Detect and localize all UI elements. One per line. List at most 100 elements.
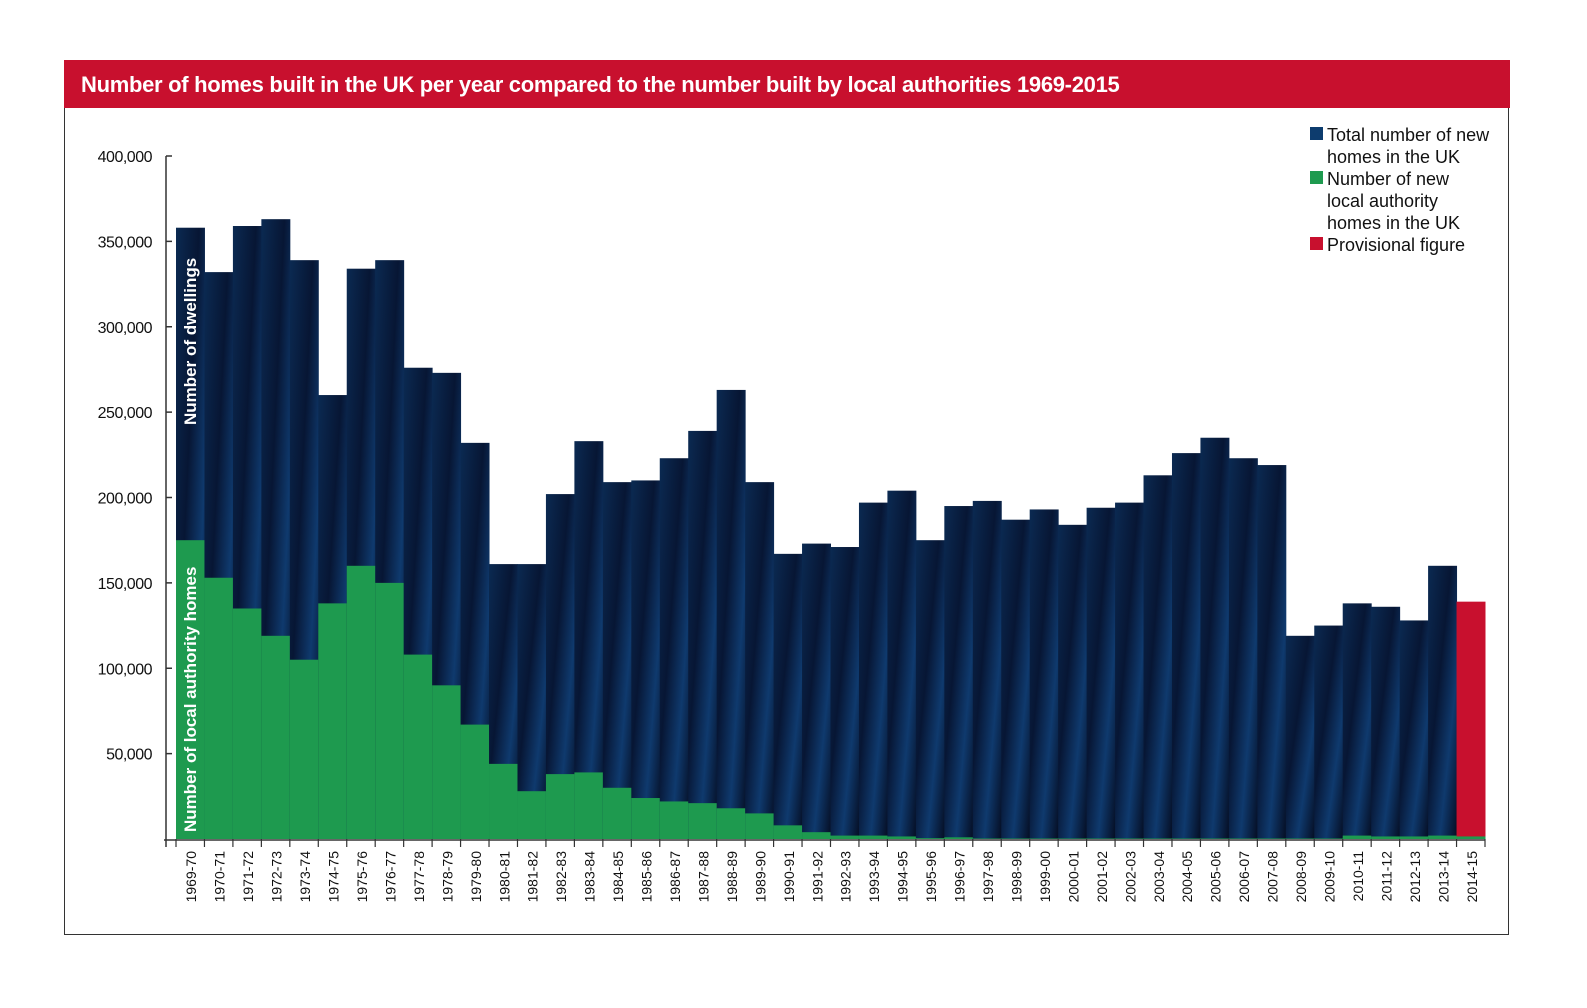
bar-local-authority-2001-02 bbox=[1086, 838, 1116, 839]
bar-total-1995-96 bbox=[915, 540, 945, 839]
bar-local-authority-1975-76 bbox=[346, 565, 376, 839]
y-tick-label: 300,000 bbox=[98, 320, 153, 337]
bar-local-authority-1971-72 bbox=[232, 608, 262, 839]
x-tick-label: 2002-03 bbox=[1122, 851, 1138, 903]
legend-item-total: Total number of new homes in the UK bbox=[1310, 124, 1507, 168]
bar-total-2006-07 bbox=[1228, 458, 1258, 839]
x-tick-label: 1988-89 bbox=[724, 851, 740, 903]
bar-total-1991-92 bbox=[802, 543, 831, 839]
x-tick-label: 1974-75 bbox=[326, 851, 342, 903]
bar-local-authority-1998-99 bbox=[1001, 838, 1031, 839]
x-tick-label: 2007-08 bbox=[1265, 851, 1281, 903]
x-tick-label: 1975-76 bbox=[354, 851, 370, 903]
bar-local-authority-2005-06 bbox=[1200, 838, 1230, 839]
bar-total-1993-94 bbox=[858, 502, 888, 839]
x-tick-label: 2008-09 bbox=[1293, 851, 1309, 903]
bar-local-authority-1981-82 bbox=[517, 791, 547, 839]
y-axis-label-total: Number of dwellings bbox=[181, 258, 200, 425]
x-tick-label: 1999-00 bbox=[1037, 851, 1053, 903]
bar-local-authority-1973-74 bbox=[289, 659, 319, 839]
bar-total-2001-02 bbox=[1086, 507, 1116, 839]
chart-title: Number of homes built in the UK per year… bbox=[64, 60, 1510, 108]
bar-local-authority-1977-78 bbox=[403, 654, 433, 839]
bar-local-authority-2014-15 bbox=[1456, 836, 1486, 839]
bar-total-1998-99 bbox=[1001, 519, 1031, 839]
bar-local-authority-1992-93 bbox=[830, 835, 860, 839]
x-tick-label: 1997-98 bbox=[980, 851, 996, 903]
bar-total-1985-86 bbox=[631, 480, 661, 839]
x-tick-label: 1980-81 bbox=[496, 851, 512, 903]
x-tick-label: 2006-07 bbox=[1236, 851, 1252, 903]
bar-local-authority-1974-75 bbox=[318, 603, 348, 839]
x-tick-label: 1983-84 bbox=[582, 851, 598, 903]
bar-total-1988-89 bbox=[716, 389, 746, 839]
bar-total-1986-87 bbox=[659, 458, 689, 839]
x-tick-label: 1969-70 bbox=[183, 851, 199, 903]
x-tick-label: 1973-74 bbox=[297, 851, 313, 903]
x-tick-label: 1993-94 bbox=[866, 851, 882, 903]
bar-total-1990-91 bbox=[773, 553, 803, 839]
legend-item-provisional: Provisional figure bbox=[1310, 234, 1507, 256]
x-tick-label: 1995-96 bbox=[923, 851, 939, 903]
legend-swatch-provisional bbox=[1310, 237, 1323, 250]
y-tick-label: 150,000 bbox=[98, 576, 153, 593]
y-tick-label: 250,000 bbox=[98, 405, 153, 422]
bar-total-1987-88 bbox=[688, 430, 718, 839]
x-tick-label: 2010-11 bbox=[1350, 851, 1366, 902]
bar-local-authority-1997-98 bbox=[972, 838, 1002, 839]
bar-local-authority-1993-94 bbox=[858, 835, 888, 839]
bar-local-authority-1985-86 bbox=[631, 798, 661, 839]
bar-local-authority-2009-10 bbox=[1314, 838, 1344, 839]
bar-total-1984-85 bbox=[602, 482, 632, 839]
x-tick-label: 1990-91 bbox=[781, 851, 797, 903]
x-tick-label: 1991-92 bbox=[809, 851, 825, 903]
bar-total-2002-03 bbox=[1115, 502, 1145, 839]
x-tick-label: 2005-06 bbox=[1208, 851, 1224, 903]
bar-local-authority-2007-08 bbox=[1257, 838, 1287, 839]
x-tick-label: 1971-72 bbox=[240, 851, 256, 903]
bar-total-2007-08 bbox=[1257, 465, 1287, 839]
bar-local-authority-1972-73 bbox=[261, 635, 291, 839]
bar-local-authority-1976-77 bbox=[375, 582, 405, 839]
legend-item-local-authority: Number of new local authority homes in t… bbox=[1310, 168, 1507, 234]
x-tick-label: 2012-13 bbox=[1407, 851, 1423, 903]
x-tick-label: 2001-02 bbox=[1094, 851, 1110, 903]
x-tick-label: 2004-05 bbox=[1179, 851, 1195, 903]
bar-local-authority-1987-88 bbox=[688, 803, 718, 839]
legend-swatch-local-authority bbox=[1310, 171, 1323, 184]
x-tick-label: 1976-77 bbox=[382, 851, 398, 903]
x-tick-label: 2011-12 bbox=[1378, 851, 1394, 902]
bar-local-authority-1982-83 bbox=[545, 774, 575, 839]
x-tick-label: 1992-93 bbox=[838, 851, 854, 903]
bar-local-authority-1969-70 bbox=[176, 540, 205, 839]
x-tick-label: 1979-80 bbox=[468, 851, 484, 903]
x-tick-label: 2003-04 bbox=[1151, 851, 1167, 903]
bar-local-authority-2012-13 bbox=[1399, 836, 1429, 839]
x-tick-label: 1987-88 bbox=[695, 851, 711, 903]
bar-local-authority-1989-90 bbox=[745, 813, 775, 839]
bar-total-1989-90 bbox=[745, 482, 775, 839]
x-tick-label: 2014-15 bbox=[1464, 851, 1480, 903]
bar-local-authority-2003-04 bbox=[1143, 838, 1173, 839]
y-tick-label: 400,000 bbox=[98, 149, 153, 166]
bar-total-2014-15 bbox=[1456, 601, 1486, 839]
x-tick-label: 1996-97 bbox=[952, 851, 968, 903]
y-tick-label: 200,000 bbox=[98, 491, 153, 508]
x-tick-label: 1986-87 bbox=[667, 851, 683, 903]
x-tick-label: 1989-90 bbox=[752, 851, 768, 903]
bar-local-authority-2002-03 bbox=[1115, 838, 1145, 839]
bar-local-authority-1983-84 bbox=[574, 772, 604, 839]
bar-total-1992-93 bbox=[830, 547, 860, 839]
bar-local-authority-2011-12 bbox=[1371, 836, 1401, 839]
bar-local-authority-1996-97 bbox=[944, 837, 974, 839]
y-axis-label-local-authority: Number of local authority homes bbox=[181, 567, 200, 832]
bar-local-authority-2000-01 bbox=[1058, 838, 1088, 839]
x-tick-label: 2009-10 bbox=[1321, 851, 1337, 903]
x-tick-label: 1972-73 bbox=[269, 851, 285, 903]
x-tick-label: 1981-82 bbox=[525, 851, 541, 903]
bar-local-authority-1986-87 bbox=[659, 801, 689, 839]
bar-local-authority-2004-05 bbox=[1171, 838, 1201, 839]
bar-total-2013-14 bbox=[1428, 565, 1458, 839]
bar-total-2009-10 bbox=[1314, 625, 1344, 839]
